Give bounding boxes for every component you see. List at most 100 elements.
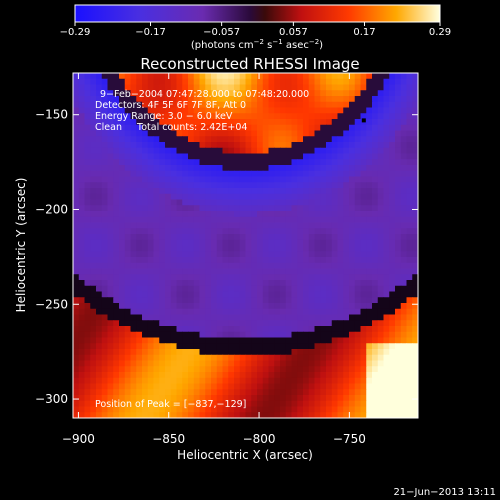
heatmap-cell [285, 136, 293, 143]
heatmap-cell [366, 199, 373, 206]
heatmap-cell [124, 331, 132, 339]
heatmap-cell [395, 395, 402, 402]
heatmap-cell [389, 274, 396, 281]
peak-marker [361, 118, 366, 123]
heatmap-cell [199, 234, 206, 241]
heatmap-cell [78, 268, 86, 275]
heatmap-cell [153, 308, 160, 316]
heatmap-cell [291, 320, 298, 327]
heatmap-cell [257, 320, 264, 327]
heatmap-cell [372, 308, 379, 316]
heatmap-cell [205, 320, 212, 327]
heatmap-cell [251, 211, 258, 218]
heatmap-cell [228, 182, 235, 189]
heatmap-cell [234, 211, 241, 218]
heatmap-cell [303, 182, 310, 189]
heatmap-cell [297, 262, 304, 270]
heatmap-cell [136, 193, 143, 201]
heatmap-cell [124, 84, 132, 91]
heatmap-cell [389, 216, 396, 224]
heatmap-cell [354, 257, 362, 264]
heatmap-cell [96, 147, 103, 155]
heatmap-cell [199, 199, 206, 206]
heatmap-cell [136, 366, 143, 373]
heatmap-cell [193, 251, 201, 258]
heatmap-cell [84, 383, 91, 390]
heatmap-cell [360, 377, 367, 385]
heatmap-cell [136, 406, 143, 413]
heatmap-cell [165, 280, 172, 287]
heatmap-cell [360, 211, 367, 218]
heatmap-cell [360, 251, 367, 258]
heatmap-cell [199, 165, 206, 172]
heatmap-cell [377, 239, 385, 247]
heatmap-cell [228, 78, 235, 86]
heatmap-cell [159, 280, 166, 287]
heatmap-cell [257, 193, 264, 201]
heatmap-cell [314, 314, 321, 321]
heatmap-cell [130, 199, 137, 206]
heatmap-cell [153, 320, 160, 327]
heatmap-cell [234, 84, 241, 91]
heatmap-cell [406, 193, 413, 201]
heatmap-cell [331, 395, 339, 402]
heatmap-cell [101, 119, 109, 126]
heatmap-cell [303, 170, 310, 178]
heatmap-cell [360, 182, 367, 189]
heatmap-cell [366, 211, 373, 218]
heatmap-cell [285, 193, 293, 201]
heatmap-cell [153, 153, 160, 160]
heatmap-cell [303, 400, 310, 408]
heatmap-cell [170, 119, 178, 126]
heatmap-cell [193, 124, 201, 132]
heatmap-cell [412, 176, 418, 183]
heatmap-cell [389, 354, 396, 362]
heatmap-cell [222, 291, 229, 298]
heatmap-cell [400, 366, 408, 373]
heatmap-cell [170, 326, 178, 333]
heatmap-cell [372, 228, 379, 235]
heatmap-cell [412, 199, 418, 206]
heatmap-cell [268, 101, 275, 109]
heatmap-cell [119, 170, 126, 178]
heatmap-cell [383, 349, 390, 356]
heatmap-cell [113, 406, 120, 413]
heatmap-cell [107, 280, 114, 287]
heatmap-cell [280, 262, 287, 270]
heatmap-cell [193, 170, 201, 178]
heatmap-cell [251, 291, 258, 298]
heatmap-cell [349, 228, 356, 235]
heatmap-cell [314, 372, 321, 379]
heatmap-cell [188, 349, 195, 356]
heatmap-cell [216, 147, 224, 155]
heatmap-cell [412, 205, 418, 212]
heatmap-cell [331, 239, 339, 247]
heatmap-cell [360, 188, 367, 195]
heatmap-cell [314, 124, 321, 132]
heatmap-cell [406, 124, 413, 132]
heatmap-cell [239, 159, 247, 166]
heatmap-cell [331, 90, 339, 97]
heatmap-cell [96, 383, 103, 390]
heatmap-cell [383, 262, 390, 270]
heatmap-cell [343, 349, 350, 356]
heatmap-cell [96, 314, 103, 321]
heatmap-cell [326, 188, 333, 195]
heatmap-cell [188, 360, 195, 367]
heatmap-cell [228, 251, 235, 258]
heatmap-cell [216, 199, 224, 206]
heatmap-cell [297, 406, 304, 413]
heatmap-cell [188, 280, 195, 287]
heatmap-cell [354, 360, 362, 367]
heatmap-cell [257, 239, 264, 247]
heatmap-cell [239, 395, 247, 402]
heatmap-cell [188, 366, 195, 373]
heatmap-cell [251, 326, 258, 333]
heatmap-cell [119, 314, 126, 321]
heatmap-cell [389, 360, 396, 367]
heatmap-cell [159, 262, 166, 270]
heatmap-cell [308, 389, 316, 396]
heatmap-cell [170, 211, 178, 218]
heatmap-cell [372, 245, 379, 252]
heatmap-cell [84, 101, 91, 109]
